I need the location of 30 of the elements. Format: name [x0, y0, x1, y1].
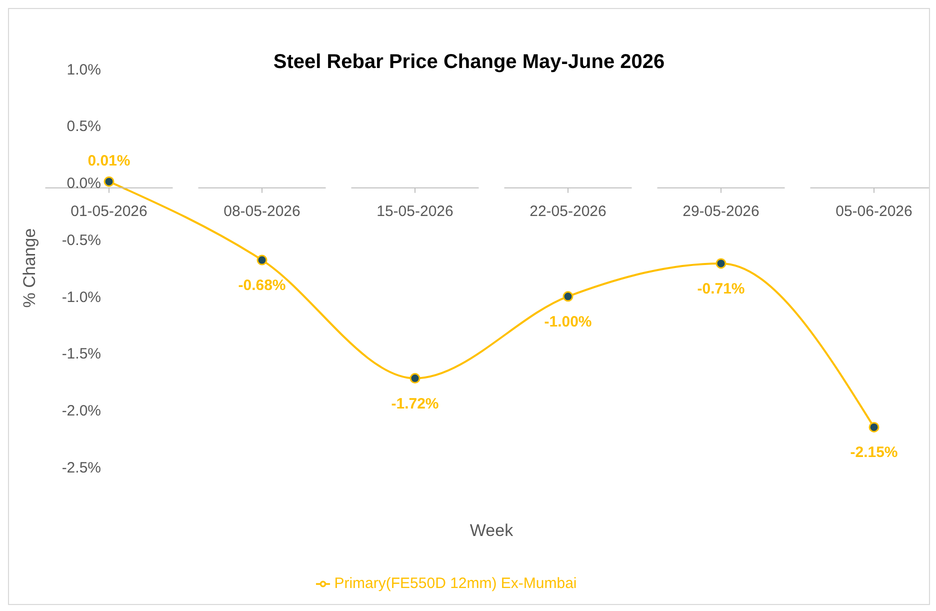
data-label: -2.15%	[850, 444, 898, 462]
x-axis-title: Week	[468, 521, 514, 541]
point	[868, 422, 880, 432]
data-label: 0.01%	[88, 152, 130, 170]
x-tick-label: 22-05-2026	[530, 202, 606, 220]
point	[256, 254, 268, 266]
y-tick-label: 1.0%	[66, 61, 101, 78]
y-axis-title: % Change	[20, 228, 40, 308]
y-tick-label: -2.0%	[62, 402, 101, 420]
legend-label: Primary(FE550D 12mm) Ex-Mumbai	[334, 575, 577, 592]
point	[562, 291, 574, 302]
x-tick-label: 08-05-2026	[224, 202, 300, 220]
y-tick-label: 0.5%	[66, 118, 101, 136]
x-tick-label: 15-05-2026	[376, 202, 454, 220]
data-label: -0.71%	[697, 280, 745, 298]
x-tick-label: 29-05-2026	[682, 202, 760, 220]
x-tick-label: 05-06-2026	[836, 202, 912, 220]
point	[410, 373, 420, 384]
data-label: -1.00%	[544, 313, 592, 330]
y-tick-label: -2.5%	[62, 459, 101, 476]
point	[716, 258, 726, 269]
y-tick-label: -1.0%	[62, 288, 101, 306]
point	[104, 176, 114, 187]
data-label: -1.72%	[391, 395, 439, 412]
chart-title: Steel Rebar Price Change May-June 2026	[273, 51, 665, 73]
x-tick-label: 01-05-2026	[70, 202, 148, 220]
y-tick-label: -0.5%	[62, 232, 101, 249]
y-tick-label: -1.5%	[62, 346, 101, 363]
y-tick-label: 0.0%	[66, 175, 101, 192]
data-label: -0.68%	[238, 277, 286, 294]
